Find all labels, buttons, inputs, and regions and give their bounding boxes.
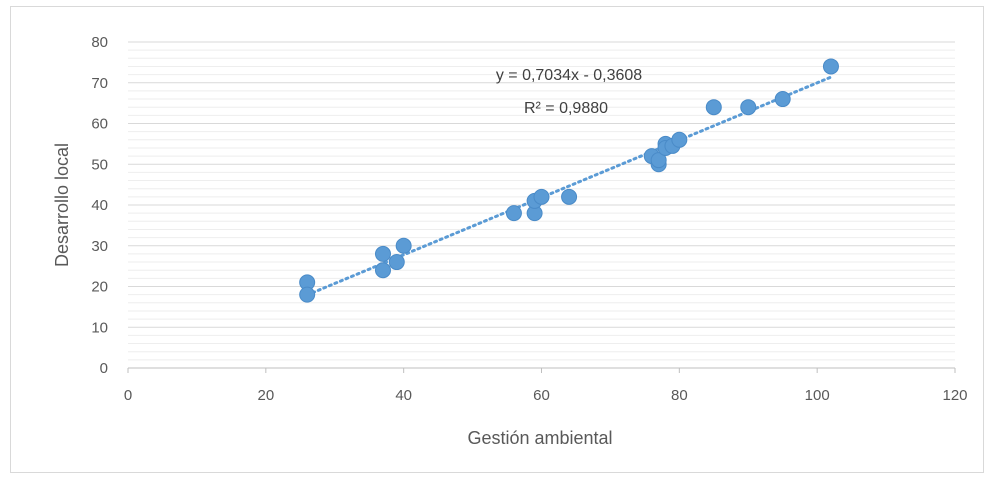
trendline-equation: y = 0,7034x - 0,3608 [496, 67, 642, 84]
data-point [299, 286, 316, 303]
chart-area [10, 6, 984, 473]
y-tick-label: 60 [91, 116, 108, 133]
x-tick-label: 60 [533, 387, 550, 404]
x-tick-label: 20 [257, 387, 274, 404]
data-point [395, 237, 412, 254]
data-points [299, 58, 839, 303]
x-tick-label: 0 [124, 387, 132, 404]
data-point [374, 245, 391, 262]
gridlines [128, 41, 955, 369]
y-tick-label: 30 [91, 238, 108, 255]
data-point [822, 58, 839, 75]
x-tick-label: 40 [395, 387, 412, 404]
y-tick-label: 40 [91, 197, 108, 214]
data-point [774, 91, 791, 108]
axes [127, 367, 956, 373]
data-point [561, 188, 578, 205]
y-tick-label: 20 [91, 279, 108, 296]
data-point [533, 188, 550, 205]
data-point [740, 99, 757, 116]
data-point [374, 262, 391, 279]
data-point [650, 152, 667, 169]
data-point [388, 254, 405, 271]
y-tick-label: 0 [100, 360, 108, 377]
y-tick-label: 80 [91, 34, 108, 51]
data-point [505, 205, 522, 222]
y-axis-title: Desarrollo local [52, 143, 72, 267]
x-tick-label: 120 [942, 387, 967, 404]
data-point [705, 99, 722, 116]
x-tick-label: 100 [805, 387, 830, 404]
x-axis-title: Gestión ambiental [467, 428, 612, 448]
trendline-r-squared: R² = 0,9880 [524, 100, 608, 117]
y-tick-label: 50 [91, 156, 108, 173]
y-tick-label: 10 [91, 319, 108, 336]
tick-labels: 0 10 20 30 40 50 60 70 80 0 20 40 60 80 100 120 [91, 34, 967, 404]
data-point [671, 131, 688, 148]
y-tick-label: 70 [91, 75, 108, 92]
x-tick-label: 80 [671, 387, 688, 404]
